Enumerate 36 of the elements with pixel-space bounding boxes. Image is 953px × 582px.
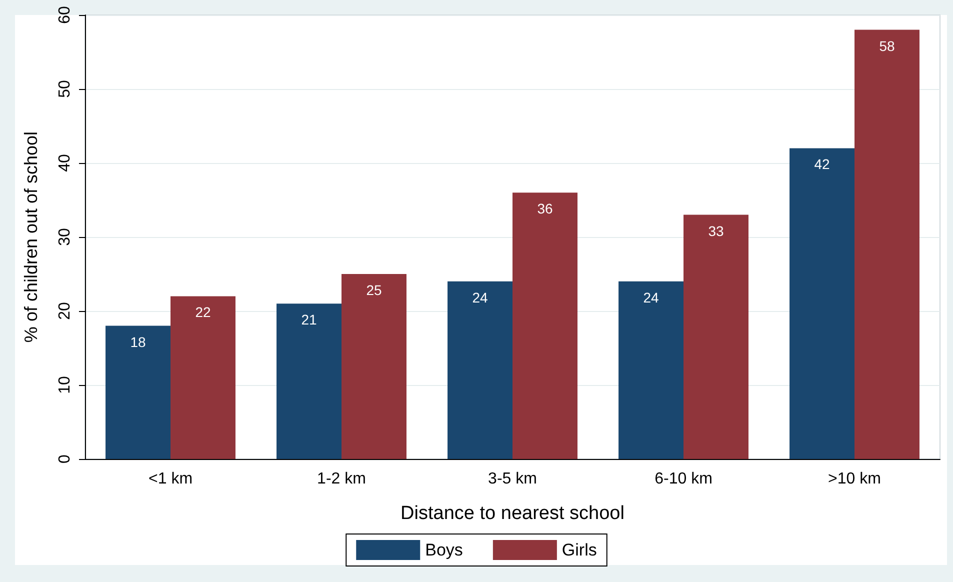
data-label: 24	[472, 289, 488, 306]
data-label: 25	[366, 282, 382, 298]
y-tick-label: 0	[56, 454, 74, 464]
x-tick-label: 3-5 km	[488, 470, 537, 488]
y-tick-label: 20	[56, 302, 74, 320]
x-tick-label: 6-10 km	[654, 470, 712, 488]
y-tick-label: 50	[56, 80, 74, 98]
bar	[512, 192, 578, 459]
bar	[448, 281, 512, 459]
y-tick-label: 60	[56, 6, 74, 24]
legend-label: Boys	[425, 540, 463, 560]
data-label: 21	[301, 312, 318, 328]
y-tick-label: 10	[56, 376, 74, 394]
x-tick-label: >10 km	[828, 470, 881, 488]
bar	[684, 214, 748, 459]
y-axis-title: % of children out of school	[21, 131, 41, 343]
bar	[276, 304, 342, 459]
data-label: 42	[814, 156, 830, 172]
data-label: 58	[879, 38, 895, 54]
legend-label: Girls	[562, 540, 597, 560]
data-label: 22	[195, 304, 211, 320]
y-tick-label: 30	[56, 228, 74, 246]
y-tick-label: 40	[56, 154, 74, 172]
x-tick-label: <1 km	[148, 470, 193, 488]
data-label: 36	[537, 200, 553, 217]
bar	[790, 148, 854, 459]
x-tick-label: 1-2 km	[317, 470, 366, 488]
bar	[618, 281, 684, 459]
bar	[342, 274, 406, 459]
bar	[170, 296, 236, 459]
x-axis-title: Distance to nearest school	[400, 503, 624, 524]
bar	[854, 30, 920, 459]
data-label: 33	[708, 222, 724, 239]
bar	[106, 326, 170, 459]
data-label: 18	[130, 334, 146, 350]
data-label: 24	[643, 289, 660, 306]
